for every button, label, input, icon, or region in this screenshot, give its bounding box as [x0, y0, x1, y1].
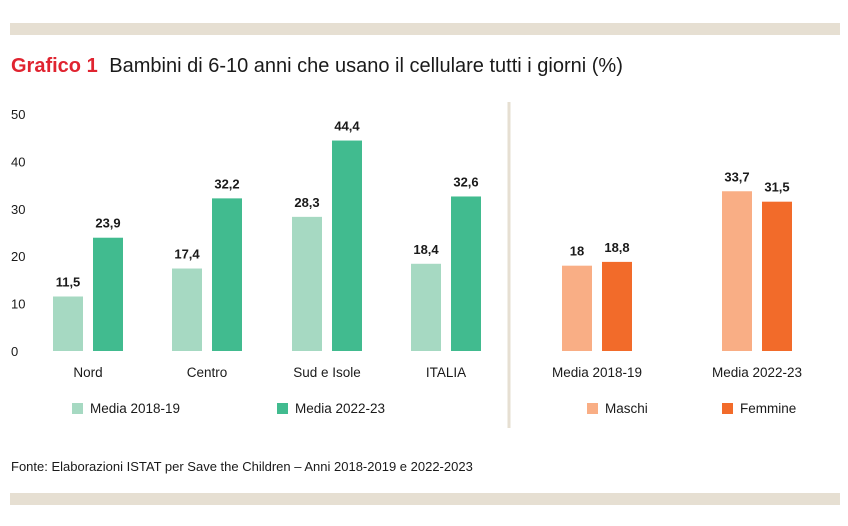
category-label: Sud e Isole	[293, 365, 361, 380]
bar	[93, 237, 123, 351]
legend-swatch	[587, 403, 598, 414]
regional-panel: 0 10 20 30 40 50 11,5 23,9 Nord 17,4 32,2 Centro 28,…	[11, 107, 481, 416]
legend-swatch	[722, 403, 733, 414]
category-label: Media 2022-23	[712, 365, 802, 380]
category-label: Nord	[73, 365, 102, 380]
category-label: Media 2018-19	[552, 365, 642, 380]
gender-panel: 18 18,8 Media 2018-19 33,7 31,5 Media 2022-23…	[552, 169, 802, 416]
y-tick-label: 0	[11, 344, 18, 359]
data-label: 18,4	[413, 242, 439, 257]
y-tick-label: 30	[11, 202, 25, 217]
data-label: 18,8	[604, 240, 629, 255]
bar	[53, 296, 83, 351]
data-label: 23,9	[95, 216, 120, 231]
data-label: 32,6	[453, 174, 478, 189]
bar	[602, 261, 632, 351]
legend-label: Femmine	[740, 401, 796, 416]
bar	[212, 198, 242, 351]
y-tick-label: 10	[11, 297, 25, 312]
legend-swatch	[72, 403, 83, 414]
chart-title: Grafico 1 Bambini di 6-10 anni che usano…	[11, 55, 623, 78]
data-label: 33,7	[724, 169, 749, 184]
y-tick-label: 50	[11, 107, 25, 122]
bar	[451, 196, 481, 351]
source-note: Fonte: Elaborazioni ISTAT per Save the C…	[11, 459, 473, 474]
data-label: 11,5	[56, 274, 81, 289]
data-label: 17,4	[174, 247, 200, 262]
data-label: 32,2	[214, 176, 239, 191]
legend-label: Maschi	[605, 401, 648, 416]
bar	[411, 263, 441, 351]
bar	[332, 140, 362, 351]
y-tick-label: 20	[11, 249, 25, 264]
bar	[562, 265, 592, 351]
bar	[292, 216, 322, 351]
chart-title-text: Bambini di 6-10 anni che usano il cellul…	[109, 55, 623, 77]
data-label: 18	[570, 244, 584, 259]
y-tick-label: 40	[11, 154, 25, 169]
data-label: 31,5	[764, 180, 789, 195]
bar	[762, 201, 792, 351]
top-band	[10, 23, 840, 35]
legend-swatch	[277, 403, 288, 414]
bar	[722, 191, 752, 351]
data-label: 28,3	[294, 195, 319, 210]
bottom-band	[10, 493, 840, 505]
data-label: 44,4	[334, 119, 360, 134]
category-label: ITALIA	[426, 365, 466, 380]
chart-number-label: Grafico 1	[11, 55, 98, 77]
legend-label: Media 2022-23	[295, 401, 385, 416]
bar	[172, 268, 202, 351]
category-label: Centro	[187, 365, 228, 380]
legend-label: Media 2018-19	[90, 401, 180, 416]
